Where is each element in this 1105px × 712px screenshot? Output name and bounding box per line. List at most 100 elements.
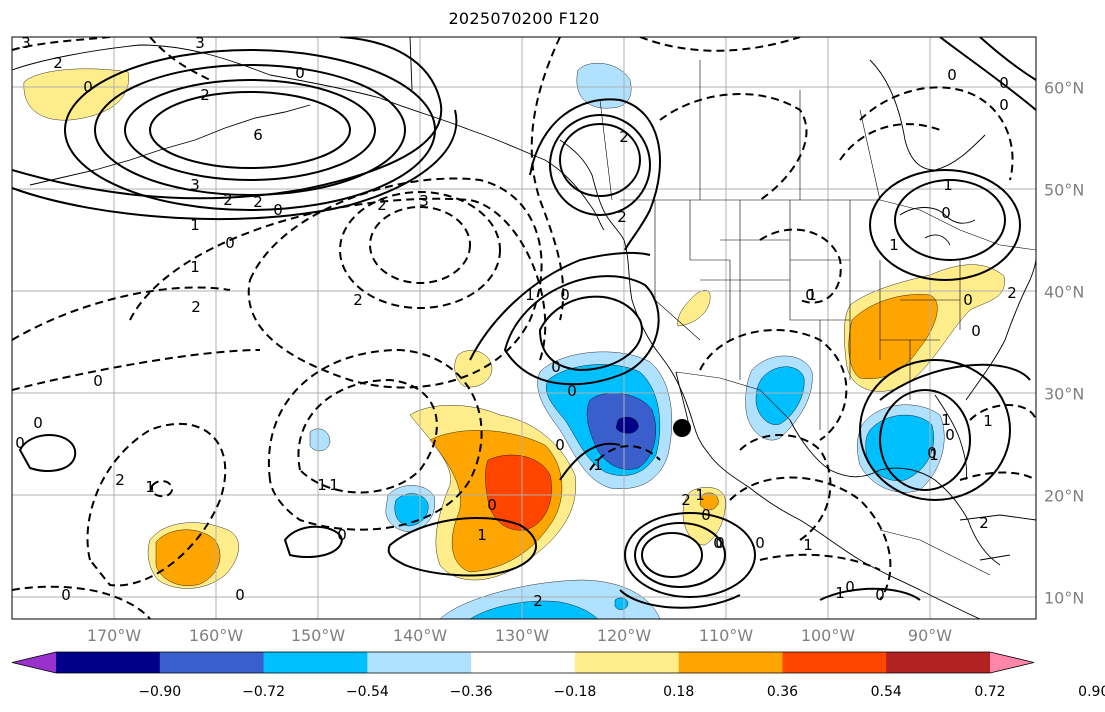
contour-label: 1 [695, 486, 705, 504]
low-east-3 [959, 404, 1036, 481]
low-baja-a [589, 445, 661, 471]
high-west-1 [538, 295, 643, 372]
alaska-coast [12, 44, 605, 231]
fill-cyan-bottom [469, 600, 599, 619]
colorbar [11, 651, 1035, 674]
fill-red-pacific [485, 454, 552, 531]
high-nw-1 [149, 91, 351, 169]
contour-label: 2 [377, 196, 387, 214]
latitude-label: 60°N [1044, 78, 1085, 98]
low-east-2 [839, 123, 941, 161]
contour-label: 1 [329, 476, 339, 494]
fill-cyan-bottom-small [614, 597, 629, 610]
contour-label: 0 [713, 534, 723, 552]
low-mex-1 [739, 434, 832, 541]
low-sw-3 [267, 348, 483, 531]
location-marker [673, 419, 691, 437]
contour-label: 0 [273, 201, 283, 219]
colorbar-segment [367, 652, 472, 673]
high-nw-5 [12, 37, 443, 200]
fill-orange-east [848, 294, 938, 379]
contour-label: 0 [941, 204, 951, 222]
contour-label: 1 [593, 456, 603, 474]
high-ne-2 [869, 169, 1021, 281]
contour-label: 2 [223, 191, 233, 209]
contour-label: 1 [190, 216, 200, 234]
contour-label: 0 [701, 506, 711, 524]
contour-label: 0 [235, 586, 245, 604]
fill-cyan-mex [755, 366, 805, 425]
contour-label: 2 [619, 128, 629, 146]
low-canada [659, 93, 808, 201]
high-bc-1 [559, 123, 641, 197]
contour-label: 2 [200, 86, 210, 104]
high-nw-3 [94, 64, 406, 196]
high-west-3 [469, 251, 651, 361]
central-america [879, 529, 991, 576]
colorbar-tick-label: 0.18 [663, 684, 695, 700]
low-nw-b [149, 37, 211, 81]
high-south-1 [641, 532, 703, 578]
colorbar-segment [56, 652, 161, 673]
contour-label: 3 [419, 192, 429, 210]
contour-label: 0 [845, 578, 855, 596]
high-south-2 [634, 522, 726, 588]
colorbar-tick-label: −0.18 [553, 684, 597, 700]
colorbar-outline [11, 651, 1035, 674]
contour-label: 0 [33, 414, 43, 432]
coastlines [12, 37, 1036, 619]
contour-label: 3 [21, 34, 31, 52]
colorbar-segment [678, 652, 783, 673]
colorbar-segment [574, 652, 680, 673]
contour-label: 0 [927, 444, 937, 462]
low-sw-1 [86, 422, 227, 587]
longitude-label: 140°W [392, 626, 448, 645]
contour-label: 0 [945, 426, 955, 444]
contour-label: 0 [337, 526, 347, 544]
low-sw-small [151, 480, 174, 498]
contour-label: 2 [681, 491, 691, 509]
contour-label: 2 [115, 471, 125, 489]
canada-provinces [599, 60, 881, 201]
solid-ne-lines [939, 37, 1036, 111]
longitude-label: 130°W [494, 626, 550, 645]
colorbar-tick-label: 0.36 [766, 684, 799, 700]
low-bottom-2 [759, 553, 881, 571]
longitude-label: 120°W [596, 626, 652, 645]
low-us-2 [699, 329, 848, 441]
low-central-2 [339, 191, 501, 309]
contour-label: 2 [1007, 284, 1017, 302]
contour-label: 2 [353, 291, 363, 309]
low-central-4 [129, 197, 547, 361]
contour-label: 1 [929, 446, 939, 464]
contour-label: 6 [253, 126, 263, 144]
contour-label: 0 [947, 66, 957, 84]
aleutian-chain [29, 104, 311, 186]
low-central-3 [247, 177, 543, 389]
longitude-label: 90°W [907, 626, 953, 645]
political-borders [599, 60, 1036, 576]
colorbar-segment [159, 652, 265, 673]
low-west-1 [12, 286, 231, 341]
great-lakes [899, 207, 976, 246]
contour-label: 0 [551, 358, 561, 376]
contour-label: 0 [61, 586, 71, 604]
contour-label: 0 [83, 78, 93, 96]
longitude-label: 110°W [698, 626, 754, 645]
latitude-label: 20°N [1044, 486, 1085, 506]
contour-label: 0 [971, 322, 981, 340]
colorbar-tick-label: 0.72 [974, 684, 1006, 700]
low-bottom [12, 585, 151, 619]
contour-label: 1 [803, 536, 813, 554]
colorbar-tick-label: −0.90 [138, 684, 182, 700]
latitude-label: 50°N [1044, 180, 1085, 200]
colorbar-extend-min [12, 652, 56, 673]
contour-label: 0 [963, 291, 973, 309]
east-coast [965, 257, 1036, 401]
contour-label: 2 [979, 514, 989, 532]
colorbar-tick-label: −0.72 [242, 684, 285, 700]
us-mexico-border [675, 371, 791, 421]
contour-label: 1 [477, 526, 487, 544]
caribbean [959, 514, 1036, 561]
